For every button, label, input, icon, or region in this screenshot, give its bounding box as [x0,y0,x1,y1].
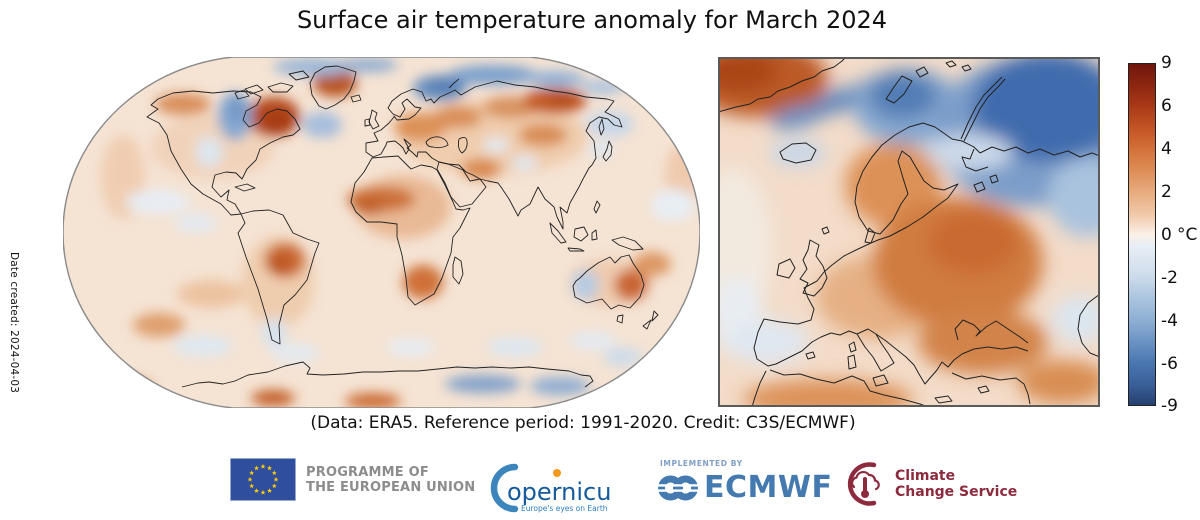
copernicus-c-swoosh-icon [490,463,519,513]
c3s-label: Climate Change Service [895,467,1018,501]
colorbar-tick: 4 [1161,139,1172,159]
world-anomaly-field [63,57,700,408]
eu-flag-icon [230,458,296,501]
date-created-label: Date created: 2024-04-03 [8,252,20,394]
figure-title: Surface air temperature anomaly for Marc… [296,6,888,34]
ecmwf-logo: IMPLEMENTED BY ECMWF [658,459,832,505]
colorbar-tick: -2 [1161,268,1178,288]
copernicus-logo: opernicus Europe's eyes on Earth [490,463,611,513]
colorbar-tick: -6 [1161,354,1178,374]
climate-change-service-logo: Climate Change Service [841,458,1017,510]
ecmwf-rings-icon [658,475,698,500]
colorbar-unit-label: °C [1177,225,1198,245]
world-map [63,57,700,408]
colorbar-tick: -4 [1161,311,1178,331]
c3s-crescent-thermometer-icon [847,462,880,506]
colorbar-tick: -9 [1161,396,1178,416]
copernicus-satellite-dot-icon [553,469,561,477]
colorbar-tick: 9 [1161,53,1172,73]
colorbar-tick: 0 [1161,225,1172,245]
colorbar [1128,63,1156,406]
copernicus-wordmark: opernicus [507,478,611,506]
robinson-outline [63,57,700,408]
europe-coastlines [718,57,1100,407]
europe-map [718,57,1100,407]
colorbar-tick: 2 [1161,182,1172,202]
europe-anomaly-field [718,57,1100,407]
copernicus-tagline: Europe's eyes on Earth [521,504,608,513]
figure-caption: (Data: ERA5. Reference period: 1991-2020… [310,413,856,433]
colorbar-tick: 6 [1161,96,1172,116]
europe-map-border [718,57,1100,407]
eu-programme-label: PROGRAMME OF THE EUROPEAN UNION [306,465,476,495]
ecmwf-wordmark: ECMWF [704,470,833,505]
world-coastlines [146,65,659,388]
implemented-by-label: IMPLEMENTED BY [660,459,743,468]
